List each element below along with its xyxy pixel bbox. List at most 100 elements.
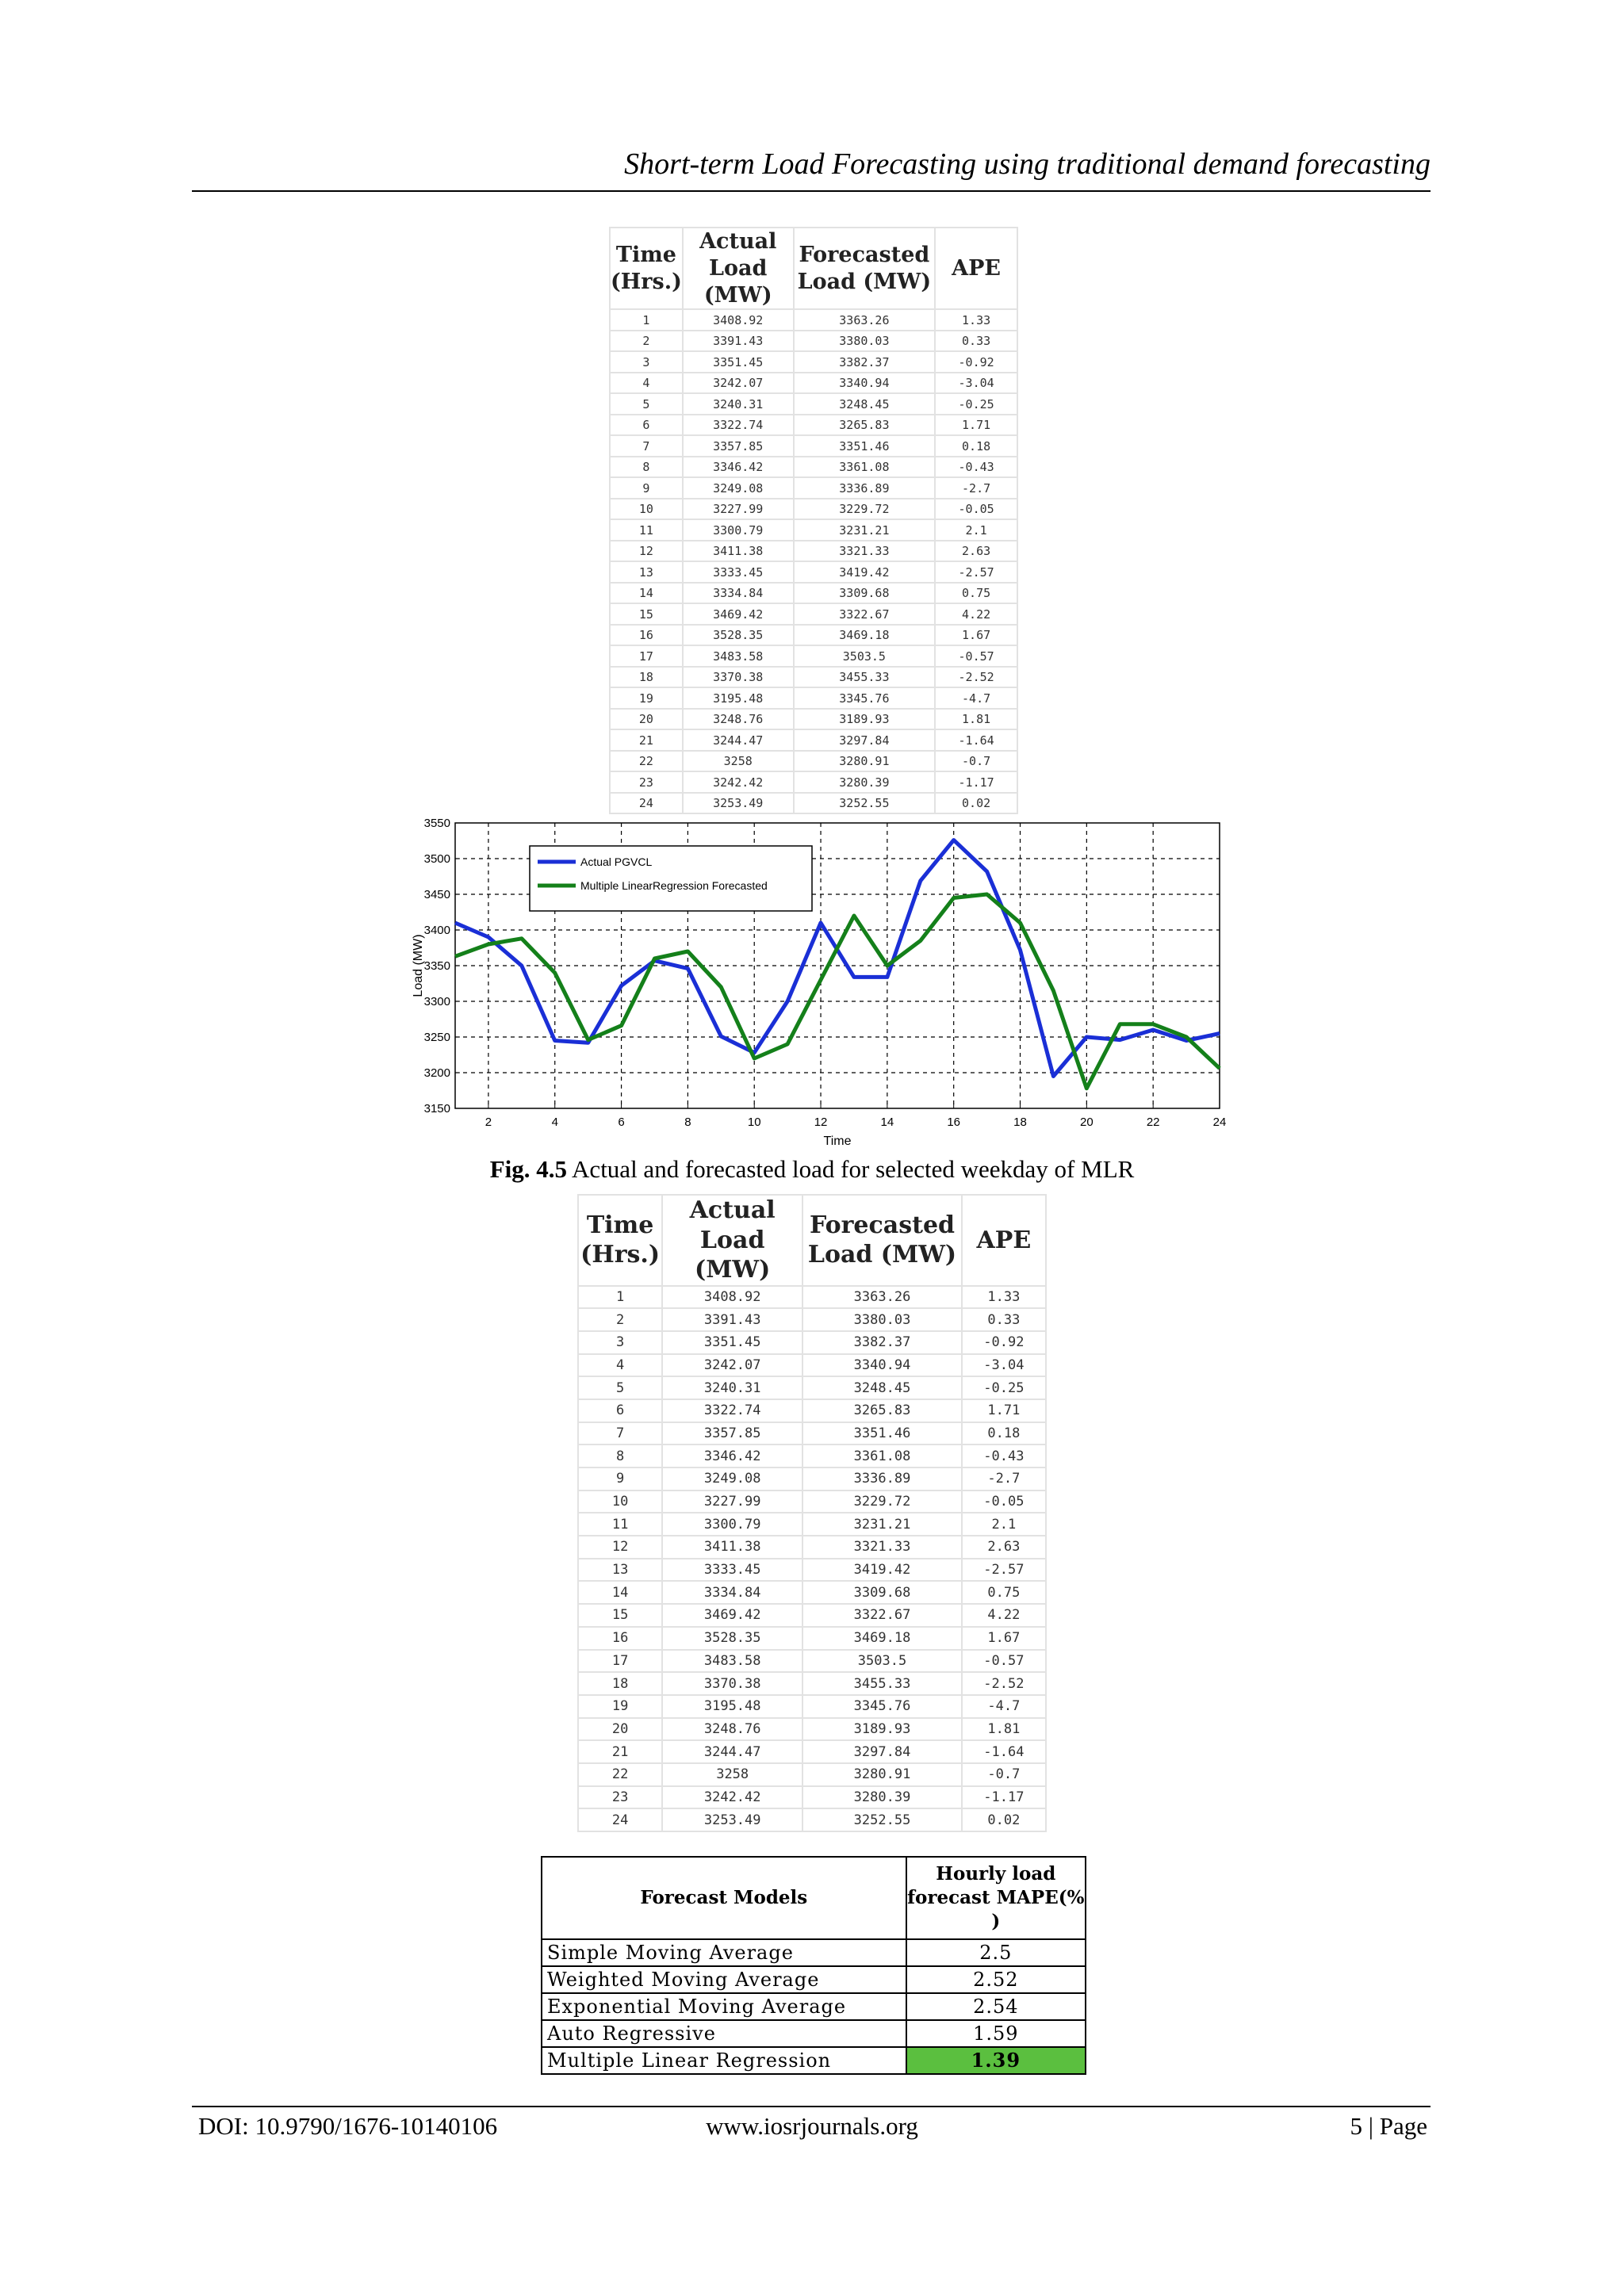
x-tick-label: 6 <box>618 1115 624 1129</box>
table-row: 7 3357.85 3351.46 0.18 <box>576 1421 1048 1446</box>
cell-actual-load: 3408.92 <box>661 1284 804 1310</box>
y-tick-label: 3250 <box>424 1031 450 1044</box>
cell-time: 14 <box>609 581 684 605</box>
cell-ape: -0.92 <box>934 350 1018 373</box>
model-name: Weighted Moving Average <box>541 1965 907 1994</box>
x-tick-label: 24 <box>1213 1115 1227 1129</box>
table-row: 10 3227.99 3229.72 -0.05 <box>609 497 1018 521</box>
cell-actual-load: 3483.58 <box>661 1648 804 1674</box>
cell-ape: 0.33 <box>960 1307 1048 1332</box>
cell-forecast-load: 3297.84 <box>792 729 936 752</box>
table-row: 12 3411.38 3321.33 2.63 <box>609 539 1018 563</box>
table-row: 14 3334.84 3309.68 0.75 <box>576 1580 1048 1605</box>
table-row: 2 3391.43 3380.03 0.33 <box>609 329 1018 353</box>
cell-time: 10 <box>576 1489 664 1514</box>
y-tick-label: 3450 <box>424 888 450 901</box>
mape-value: 2.5 <box>905 1938 1087 1967</box>
col-header-models: Forecast Models <box>541 1856 907 1940</box>
table-row: 23 3242.42 3280.39 -1.17 <box>576 1785 1048 1810</box>
cell-ape: 1.81 <box>934 707 1018 731</box>
model-name: Auto Regressive <box>541 2019 907 2048</box>
cell-forecast-load: 3469.18 <box>802 1625 963 1651</box>
table-row: 9 3249.08 3336.89 -2.7 <box>609 476 1018 499</box>
cell-ape: -2.7 <box>934 476 1018 499</box>
table-row: 16 3528.35 3469.18 1.67 <box>576 1625 1048 1651</box>
cell-ape: 0.33 <box>934 329 1018 353</box>
table-row: 14 3334.84 3309.68 0.75 <box>609 581 1018 605</box>
cell-time: 16 <box>609 623 684 647</box>
cell-time: 2 <box>576 1307 664 1332</box>
table-row: 21 3244.47 3297.84 -1.64 <box>609 729 1018 752</box>
mape-value: 2.52 <box>905 1965 1087 1994</box>
cell-forecast-load: 3248.45 <box>792 392 936 415</box>
table-header-row: Time (Hrs.) Actual Load (MW) Forecasted … <box>576 1194 1048 1287</box>
table-row: Auto Regressive 1.59 <box>541 2019 1087 2048</box>
table-row: 11 3300.79 3231.21 2.1 <box>609 519 1018 541</box>
footer-doi: DOI: 10.9790/1676-10140106 <box>198 2112 498 2140</box>
cell-time: 20 <box>576 1716 664 1742</box>
cell-time: 19 <box>609 687 684 710</box>
cell-ape: 4.22 <box>934 603 1018 626</box>
cell-ape: -2.57 <box>960 1557 1048 1582</box>
cell-time: 22 <box>576 1762 664 1787</box>
cell-ape: -3.04 <box>934 371 1018 395</box>
mape-comparison-table: Forecast Models Hourly load forecast MAP… <box>541 1856 1087 2075</box>
y-tick-label: 3500 <box>424 852 450 866</box>
table-row: 11 3300.79 3231.21 2.1 <box>576 1512 1048 1537</box>
cell-forecast-load: 3503.5 <box>802 1648 963 1674</box>
cell-forecast-load: 3322.67 <box>792 603 936 626</box>
x-tick-label: 4 <box>552 1115 558 1129</box>
table-row: 7 3357.85 3351.46 0.18 <box>609 434 1018 457</box>
load-forecast-chart: 2 4 6 8 10 12 14 16 18 20 22 2431503200325033003350… <box>412 817 1227 1148</box>
table-row: 12 3411.38 3321.33 2.63 <box>576 1535 1048 1559</box>
cell-actual-load: 3240.31 <box>661 1376 804 1400</box>
y-tick-label: 3300 <box>424 995 450 1008</box>
cell-forecast-load: 3469.18 <box>792 623 936 647</box>
cell-time: 5 <box>576 1376 664 1400</box>
cell-forecast-load: 3455.33 <box>802 1671 963 1696</box>
cell-ape: -0.43 <box>960 1444 1048 1468</box>
col-header-actual: Actual Load (MW) <box>681 226 795 311</box>
x-tick-label: 18 <box>1013 1115 1027 1129</box>
cell-actual-load: 3528.35 <box>661 1625 804 1651</box>
cell-actual-load: 3408.92 <box>681 308 795 331</box>
cell-actual-load: 3300.79 <box>661 1512 804 1537</box>
cell-forecast-load: 3419.42 <box>792 561 936 584</box>
cell-forecast-load: 3345.76 <box>802 1693 963 1719</box>
table-row: 17 3483.58 3503.5 -0.57 <box>576 1648 1048 1674</box>
col-header-forecast: Forecasted Load (MW) <box>792 226 936 311</box>
cell-actual-load: 3334.84 <box>661 1580 804 1605</box>
col-header-ape: APE <box>960 1194 1048 1287</box>
cell-actual-load: 3258 <box>661 1762 804 1787</box>
table-row: 22 3258 3280.91 -0.7 <box>576 1762 1048 1787</box>
cell-ape: -3.04 <box>960 1353 1048 1378</box>
table-header-row: Time (Hrs.) Actual Load (MW) Forecasted … <box>609 226 1018 311</box>
col-header-actual: Actual Load (MW) <box>661 1194 804 1287</box>
cell-actual-load: 3333.45 <box>681 561 795 584</box>
cell-ape: 2.63 <box>960 1535 1048 1559</box>
cell-ape: -0.05 <box>960 1489 1048 1514</box>
cell-ape: 0.75 <box>934 581 1018 605</box>
cell-ape: -4.7 <box>960 1693 1048 1719</box>
cell-forecast-load: 3336.89 <box>792 476 936 499</box>
cell-ape: 4.22 <box>960 1603 1048 1628</box>
cell-actual-load: 3240.31 <box>681 392 795 415</box>
cell-time: 2 <box>609 329 684 353</box>
cell-ape: 1.71 <box>960 1398 1048 1423</box>
cell-time: 11 <box>609 519 684 541</box>
cell-forecast-load: 3265.83 <box>802 1398 963 1423</box>
cell-ape: -0.25 <box>934 392 1018 415</box>
cell-actual-load: 3346.42 <box>661 1444 804 1468</box>
table-row: 19 3195.48 3345.76 -4.7 <box>576 1693 1048 1719</box>
cell-time: 8 <box>609 455 684 479</box>
cell-ape: 1.71 <box>934 413 1018 437</box>
figure-label: Fig. 4.5 <box>489 1155 567 1183</box>
cell-actual-load: 3322.74 <box>681 413 795 437</box>
table-row: 18 3370.38 3455.33 -2.52 <box>576 1671 1048 1696</box>
cell-actual-load: 3244.47 <box>661 1739 804 1764</box>
cell-forecast-load: 3322.67 <box>802 1603 963 1628</box>
cell-time: 21 <box>576 1739 664 1764</box>
cell-ape: 1.33 <box>960 1284 1048 1310</box>
cell-actual-load: 3249.08 <box>681 476 795 499</box>
table-row: 19 3195.48 3345.76 -4.7 <box>609 687 1018 710</box>
